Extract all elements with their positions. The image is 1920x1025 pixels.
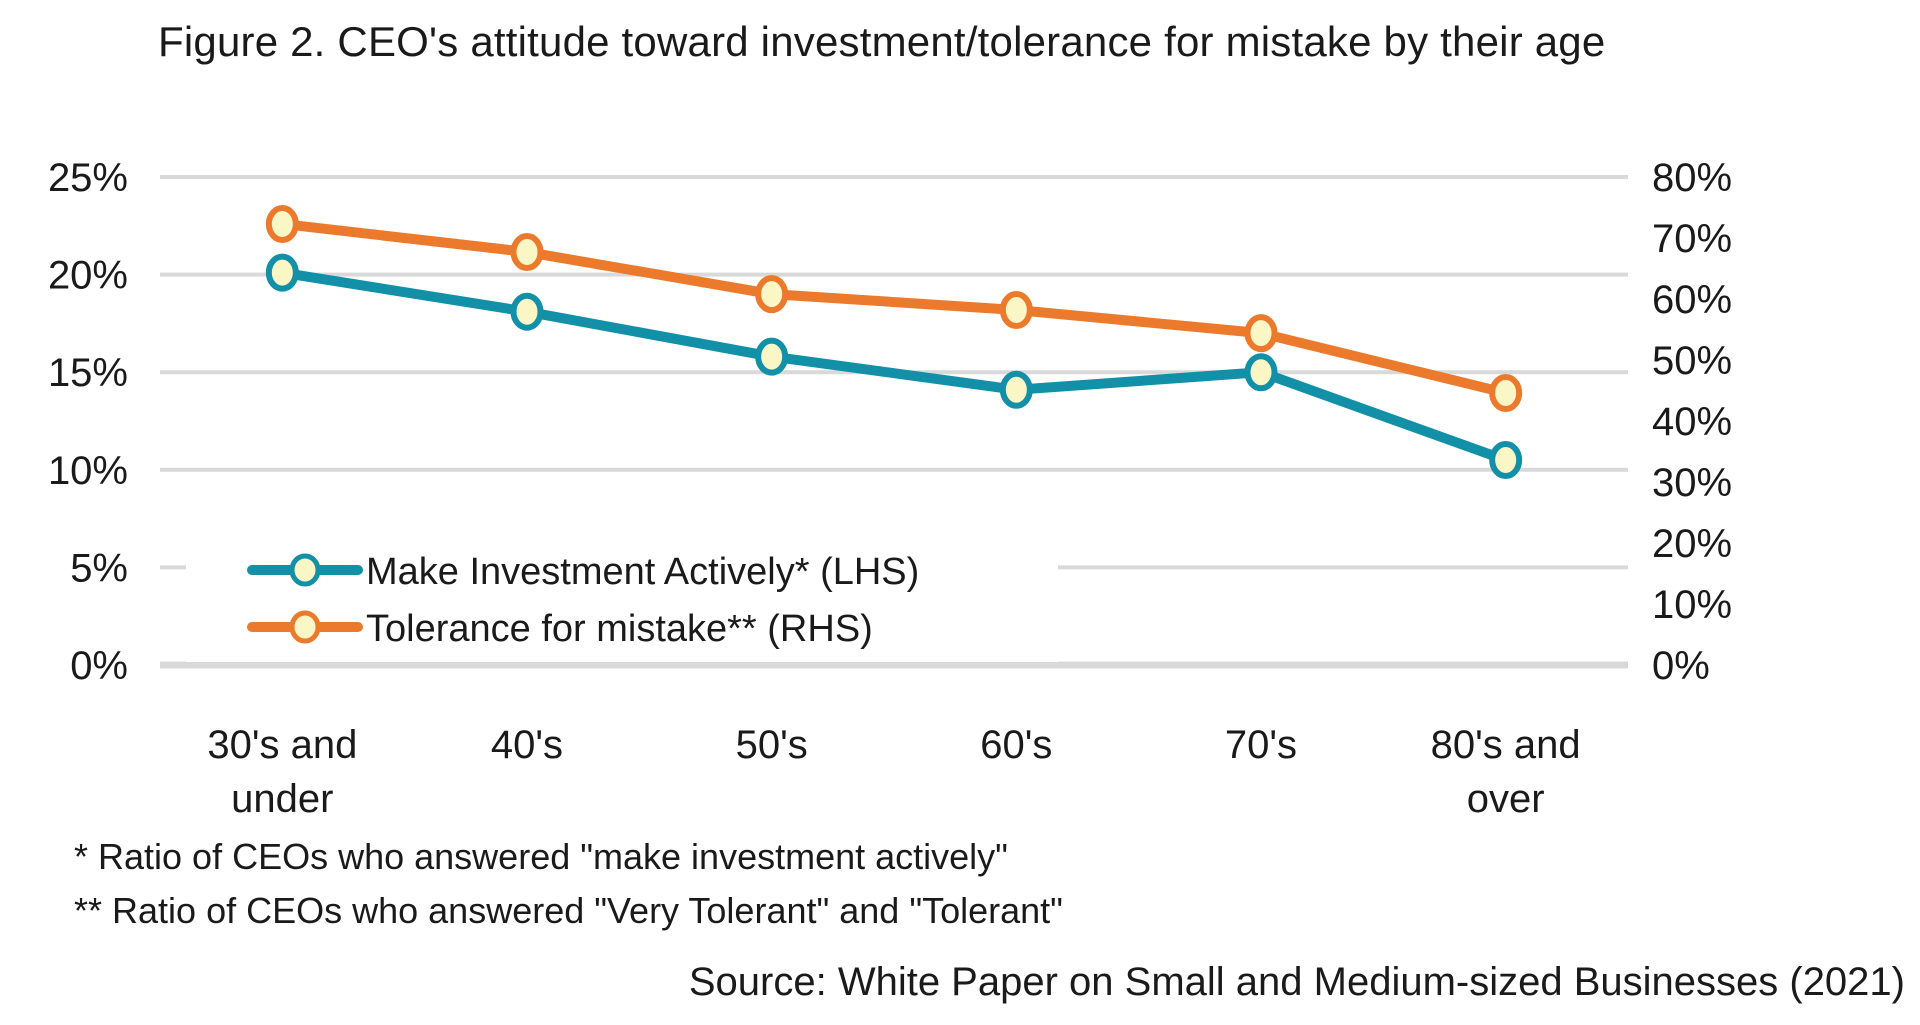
y-axis-label-left: 10% [48,449,128,493]
x-axis-label: 60's [980,723,1052,767]
y-axis-label-left: 25% [48,156,128,200]
data-point-marker [999,290,1033,329]
data-point-marker [1244,314,1278,353]
y-axis-label-right: 60% [1652,278,1732,322]
footnotes: * Ratio of CEOs who answered "make inves… [74,830,1063,938]
chart-title: Figure 2. CEO's attitude toward investme… [158,18,1606,65]
x-axis-label: under [231,777,333,821]
data-point-marker [1489,441,1523,480]
y-axis-label-left: 20% [48,254,128,298]
x-axis-label: 70's [1225,723,1297,767]
series-line [277,267,1511,466]
y-axis-label-right: 30% [1652,461,1732,505]
footnote-make-investment: * Ratio of CEOs who answered "make inves… [74,836,1008,877]
legend-swatch-marker [289,610,321,644]
data-point-marker [755,337,789,376]
data-point-marker [755,275,789,314]
x-axis-label: 50's [736,723,808,767]
legend-background [186,538,1058,662]
source-attribution: Source: White Paper on Small and Medium-… [688,960,1905,1004]
x-axis-label: 30's and [207,723,357,767]
data-point-marker [265,204,299,243]
y-axis-label-right: 70% [1652,217,1732,261]
x-axis-label: 80's and [1431,723,1581,767]
legend-label: Make Investment Actively* (LHS) [366,551,919,593]
series-line [277,218,1511,398]
data-point-marker [265,253,299,292]
legend-label: Tolerance for mistake** (RHS) [366,608,873,650]
y-axis-label-right: 40% [1652,400,1732,444]
y-axis-label-left: 5% [70,546,128,590]
data-point-marker [1244,353,1278,392]
y-axis-label-right: 20% [1652,522,1732,566]
y-axis-label-left: 0% [70,644,128,688]
data-point-marker [510,292,544,331]
data-point-marker [999,370,1033,409]
x-axis-label: over [1467,777,1545,821]
footnote-tolerance: ** Ratio of CEOs who answered "Very Tole… [74,890,1063,931]
data-point-marker [510,233,544,272]
y-axis-label-right: 80% [1652,156,1732,200]
data-point-marker [1489,373,1523,412]
x-axis-label: 40's [491,723,563,767]
y-axis-label-right: 0% [1652,644,1710,688]
y-axis-label-right: 10% [1652,583,1732,627]
y-axis-label-right: 50% [1652,339,1732,383]
y-axis-label-left: 15% [48,351,128,395]
legend-swatch-marker [289,553,321,587]
